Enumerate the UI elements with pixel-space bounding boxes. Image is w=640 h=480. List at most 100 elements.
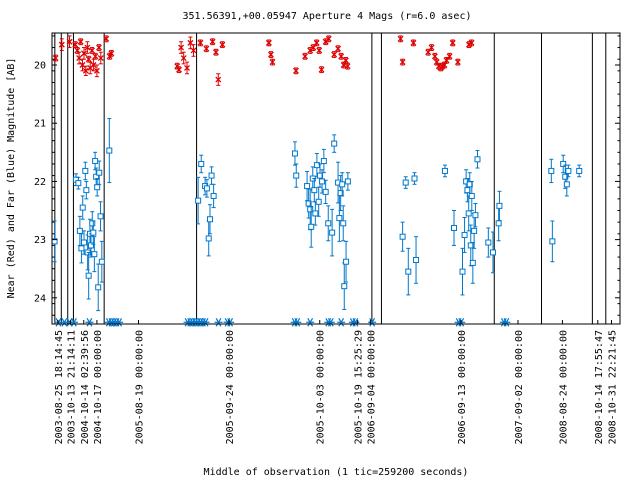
near-marker (96, 44, 102, 51)
x-tick-label: 2005-08-19 00:00:00 (134, 330, 145, 444)
far-marker (312, 210, 319, 217)
far-marker (402, 179, 409, 186)
far-point (331, 134, 338, 153)
observation-stroke (66, 317, 73, 327)
far-marker (405, 268, 412, 275)
near-point (431, 52, 438, 60)
near-marker (209, 38, 216, 45)
near-marker (97, 55, 104, 61)
observation-stroke (338, 317, 345, 327)
far-point (344, 172, 351, 191)
far-marker (461, 231, 468, 238)
far-point (83, 180, 90, 200)
near-point (342, 56, 349, 64)
near-marker (302, 53, 308, 60)
far-point (78, 233, 85, 264)
far-point (91, 236, 98, 273)
observation-stroke (116, 317, 123, 327)
near-point (97, 51, 104, 65)
far-marker (322, 188, 329, 195)
near-point (209, 38, 216, 46)
near-point (184, 61, 190, 75)
far-point (106, 118, 113, 184)
near-point (84, 41, 91, 54)
near-marker (103, 35, 110, 42)
far-marker (343, 258, 350, 265)
observation-stroke (61, 317, 68, 327)
x-tick-label: 2008-10-31 22:21:45 (607, 330, 618, 444)
far-point (293, 163, 300, 188)
near-marker (215, 76, 222, 83)
near-point (269, 58, 276, 66)
far-marker (399, 233, 406, 240)
x-tick-label: 2003-08-25 18:14:45 (54, 330, 65, 444)
far-marker (207, 216, 214, 223)
far-marker (203, 185, 210, 192)
x-tick-label: 2008-08-24 00:00:00 (558, 330, 569, 444)
far-marker (339, 181, 346, 188)
y-tick-label: 22 (34, 177, 46, 188)
near-point (190, 44, 197, 57)
far-point (560, 154, 567, 174)
far-marker (548, 167, 555, 174)
near-point (76, 51, 83, 65)
x-tick-label: 2005-10-03 00:00:00 (316, 330, 327, 444)
near-point (187, 36, 194, 50)
far-marker (198, 160, 205, 167)
near-point (79, 58, 86, 72)
far-point (496, 190, 503, 221)
near-point (52, 54, 59, 62)
near-marker (58, 41, 65, 48)
observation-marker (502, 317, 511, 327)
far-marker (315, 198, 322, 205)
far-marker (472, 212, 479, 219)
near-point (96, 44, 102, 51)
near-point (89, 47, 95, 54)
near-marker (454, 59, 461, 66)
far-marker (85, 272, 92, 279)
near-marker (344, 63, 351, 70)
far-point (210, 183, 217, 209)
far-series (51, 118, 583, 312)
far-marker (87, 242, 94, 249)
near-point (265, 39, 272, 47)
far-point (465, 195, 472, 232)
far-marker (98, 258, 105, 265)
plot-frame (51, 32, 621, 325)
near-point (318, 66, 325, 74)
far-marker (195, 197, 202, 204)
near-marker (449, 39, 456, 46)
far-marker (308, 223, 315, 230)
near-marker (325, 35, 332, 42)
near-marker (79, 62, 86, 68)
near-point (293, 67, 299, 75)
far-point (311, 178, 318, 203)
near-marker (77, 38, 84, 45)
near-marker (468, 39, 475, 46)
near-point (397, 35, 404, 43)
observation-stroke (327, 317, 334, 327)
far-marker (81, 239, 88, 246)
far-marker (95, 284, 102, 291)
observation-stroke (71, 317, 77, 327)
near-marker (197, 39, 204, 46)
far-marker (468, 192, 475, 199)
far-marker (305, 200, 312, 207)
near-point (325, 35, 332, 43)
x-tick-label: 2004-10-14 02:39:56 (80, 330, 91, 444)
observation-marker (214, 317, 223, 327)
separator-lines (54, 33, 607, 324)
far-marker (329, 229, 336, 236)
far-point (461, 216, 468, 253)
far-point (322, 179, 329, 205)
near-point (82, 65, 89, 76)
near-marker (74, 47, 81, 54)
far-marker (441, 167, 448, 174)
far-marker (311, 187, 318, 194)
far-marker (83, 187, 90, 194)
far-point (203, 179, 210, 198)
far-marker (411, 175, 418, 182)
near-marker (76, 55, 83, 61)
near-point (180, 51, 187, 65)
far-marker (565, 167, 572, 174)
